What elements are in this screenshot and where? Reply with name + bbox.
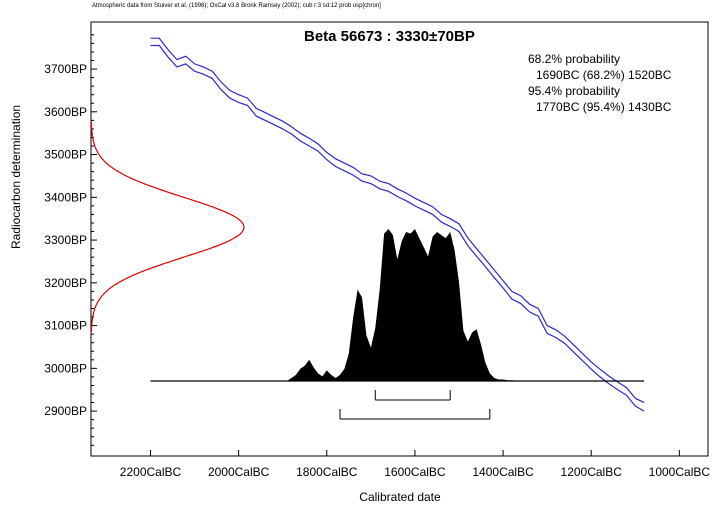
radiocarbon-probability-curve [90, 121, 245, 333]
chart-title: Beta 56673 : 3330±70BP [304, 28, 475, 45]
stats-block: 68.2% probability 1690BC (68.2%) 1520BC … [528, 52, 672, 114]
y-tick-label: 2900BP [44, 404, 87, 418]
calibration-curve [150, 37, 645, 412]
x-tick-label: 1000CalBC [649, 465, 711, 479]
y-tick-label: 3000BP [44, 361, 87, 375]
x-tick-label: 1800CalBC [296, 465, 358, 479]
x-axis: 2200CalBC 2000CalBC 1800CalBC 1600CalBC 1400… [120, 450, 711, 479]
calibration-curve-lower [150, 44, 645, 412]
x-tick-label: 1600CalBC [384, 465, 446, 479]
x-tick-label: 2000CalBC [208, 465, 270, 479]
x-tick-label: 1400CalBC [472, 465, 534, 479]
x-axis-label: Calibrated date [359, 490, 441, 504]
y-tick-label: 3600BP [44, 105, 87, 119]
y-tick-label: 3100BP [44, 319, 87, 333]
y-tick-label: 3400BP [44, 190, 87, 204]
y-axis-label: Radiocarbon determination [9, 105, 23, 249]
calibration-curve-upper [150, 37, 645, 404]
header-note: Atmospheric data from Stuiver et al. (19… [92, 3, 381, 9]
range-bar-95 [339, 409, 491, 420]
x-tick-label: 1200CalBC [561, 465, 623, 479]
stats-line-1: 68.2% probability [528, 52, 620, 66]
stats-line-2: 1690BC (68.2%) 1520BC [536, 68, 672, 82]
plot-frame [90, 21, 709, 457]
y-tick-label: 3500BP [44, 148, 87, 162]
stats-line-4: 1770BC (95.4%) 1430BC [536, 100, 672, 114]
y-tick-label: 3700BP [44, 62, 87, 76]
y-tick-label: 3300BP [44, 233, 87, 247]
x-tick-label: 2200CalBC [120, 465, 182, 479]
stats-line-3: 95.4% probability [528, 84, 620, 98]
range-bar-68 [374, 390, 451, 401]
y-axis: 3700BP 3600BP 3500BP 3400BP 3300BP 3200BP 3100… [44, 34, 97, 446]
calibrated-distribution [150, 229, 645, 381]
y-tick-label: 3200BP [44, 276, 87, 290]
